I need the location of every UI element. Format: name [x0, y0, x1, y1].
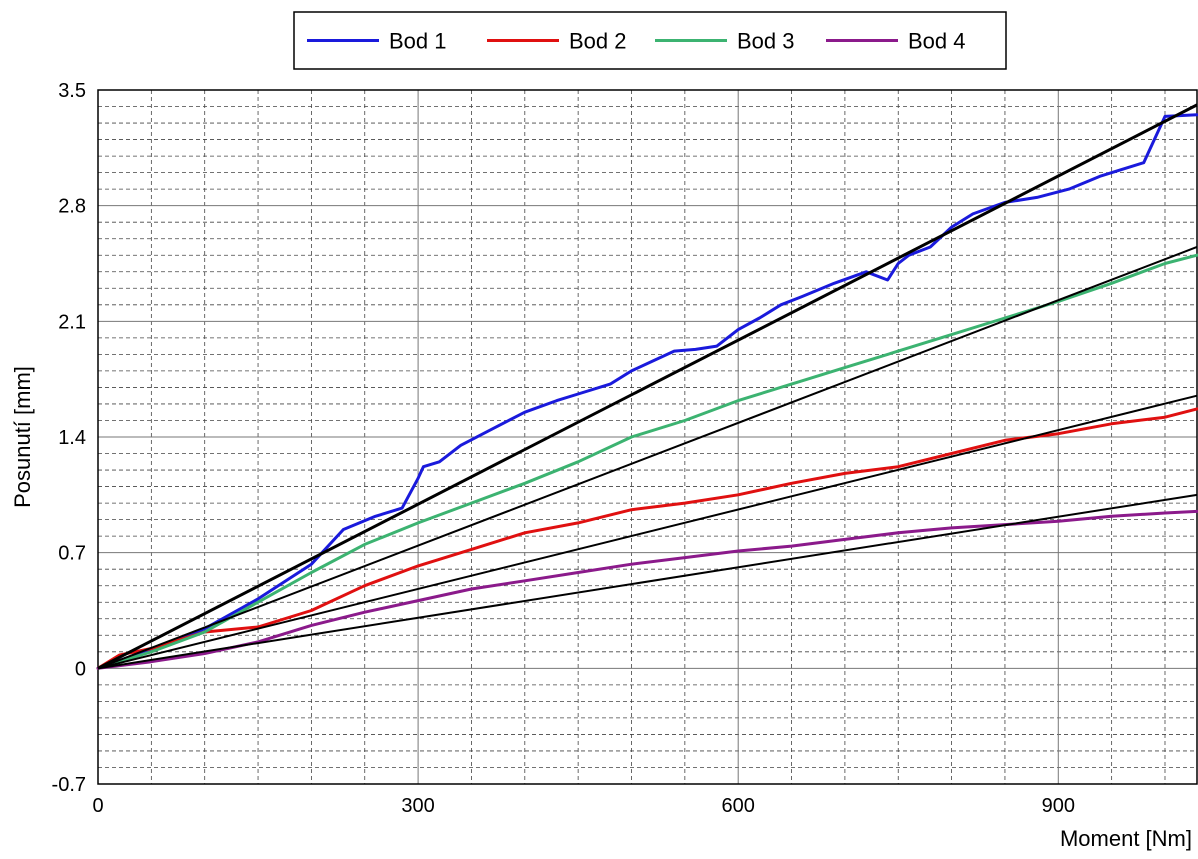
y-tick-label: 3.5	[58, 80, 86, 102]
legend-label: Bod 2	[569, 29, 627, 54]
major-grid	[98, 90, 1197, 784]
y-tick-label: 2.8	[58, 196, 86, 218]
y-tick-label: 0.7	[58, 543, 86, 565]
x-tick-label: 900	[1042, 795, 1075, 817]
fit-line-3	[97, 394, 1198, 670]
y-tick-labels: 3.5 2.8 2.1 1.4 0.7 0 -0.7	[52, 80, 86, 796]
fit-line-4	[97, 493, 1198, 670]
y-tick-label: 2.1	[58, 311, 86, 333]
y-axis-title: Posunutí [mm]	[10, 366, 35, 508]
legend-label: Bod 1	[389, 29, 447, 54]
y-tick-label: 0	[75, 658, 86, 680]
x-tick-label: 0	[92, 795, 103, 817]
series-line-4	[96, 509, 1198, 670]
series-line-2	[96, 407, 1198, 670]
fit-line-2	[97, 246, 1198, 670]
x-tick-labels: 0 300 600 900	[92, 795, 1075, 817]
series-line-3	[96, 253, 1198, 670]
plot-frame	[97, 89, 1198, 785]
x-axis-title: Moment [Nm]	[1060, 826, 1192, 851]
x-tick-label: 600	[722, 795, 755, 817]
y-tick-label: -0.7	[52, 774, 86, 796]
fit-line-1	[97, 103, 1198, 670]
legend-label: Bod 4	[908, 29, 966, 54]
fit-lines	[97, 103, 1198, 670]
x-tick-label: 300	[401, 795, 434, 817]
legend: Bod 1 Bod 2 Bod 3 Bod 4	[293, 11, 1007, 70]
y-tick-label: 1.4	[58, 427, 86, 449]
legend-label: Bod 3	[737, 29, 795, 54]
